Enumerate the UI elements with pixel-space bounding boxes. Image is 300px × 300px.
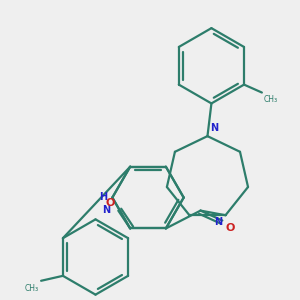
Text: N: N <box>210 123 219 133</box>
Text: N: N <box>102 206 110 215</box>
Text: CH₃: CH₃ <box>264 94 278 103</box>
Text: CH₃: CH₃ <box>25 284 39 293</box>
Text: N: N <box>214 217 223 227</box>
Text: H: H <box>99 192 107 202</box>
Text: O: O <box>106 198 115 208</box>
Text: O: O <box>225 224 235 233</box>
